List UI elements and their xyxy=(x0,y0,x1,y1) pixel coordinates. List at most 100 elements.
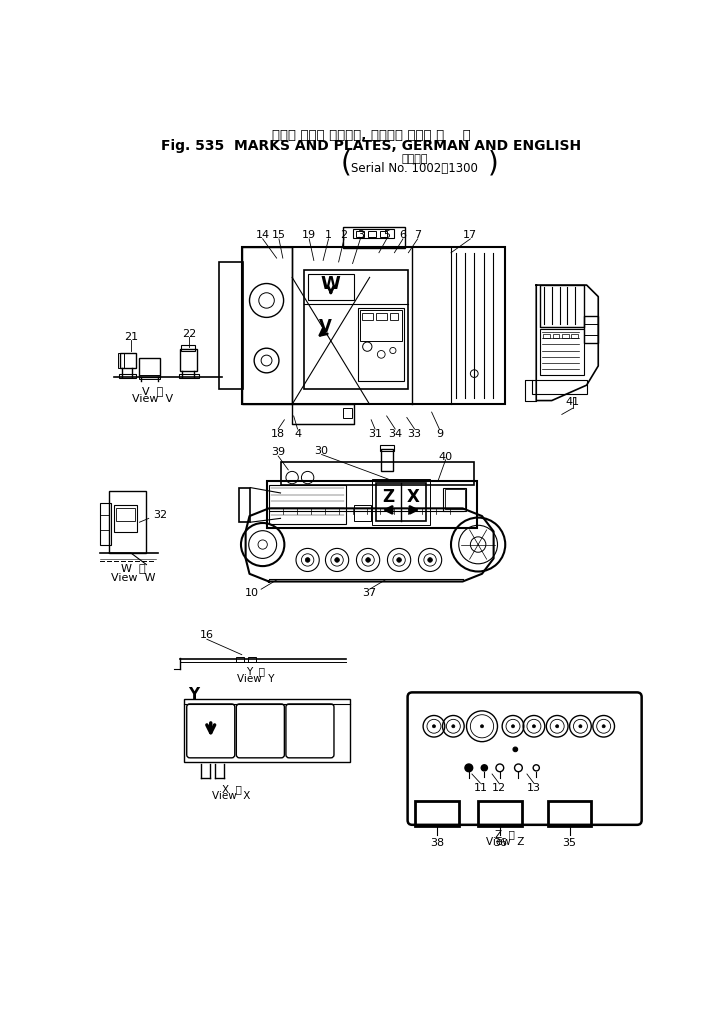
Bar xyxy=(307,273,354,300)
Text: 13: 13 xyxy=(527,783,541,793)
Circle shape xyxy=(513,747,518,751)
Circle shape xyxy=(602,725,605,728)
Bar xyxy=(380,445,394,451)
Bar xyxy=(376,313,386,321)
Circle shape xyxy=(365,557,370,562)
Bar xyxy=(571,333,578,338)
Bar xyxy=(116,508,135,521)
Circle shape xyxy=(335,557,339,562)
Bar xyxy=(281,463,474,485)
Text: 4: 4 xyxy=(294,429,301,439)
Bar xyxy=(358,308,405,381)
Bar xyxy=(183,699,350,763)
Text: 1: 1 xyxy=(325,230,332,240)
Bar xyxy=(376,483,426,521)
Bar xyxy=(443,487,466,511)
Circle shape xyxy=(465,764,473,772)
Bar xyxy=(181,345,195,352)
Text: 12: 12 xyxy=(492,783,506,793)
Text: Fig. 535  MARKS AND PLATES, GERMAN AND ENGLISH: Fig. 535 MARKS AND PLATES, GERMAN AND EN… xyxy=(161,140,581,153)
Bar xyxy=(120,353,136,368)
Text: 31: 31 xyxy=(368,429,382,439)
Text: 17: 17 xyxy=(463,230,478,240)
Circle shape xyxy=(432,725,436,728)
Text: X  視: X 視 xyxy=(222,784,241,795)
Text: 39: 39 xyxy=(271,447,285,457)
Text: V: V xyxy=(319,319,332,336)
Text: 7: 7 xyxy=(414,230,421,240)
Bar xyxy=(342,408,352,417)
Bar xyxy=(292,404,354,424)
Bar xyxy=(118,373,136,378)
Bar xyxy=(342,227,405,248)
Text: 適用号機: 適用号機 xyxy=(402,154,428,163)
Text: 5: 5 xyxy=(384,230,390,240)
Circle shape xyxy=(452,725,455,728)
Text: 38: 38 xyxy=(430,838,444,847)
Text: View  Z: View Z xyxy=(486,837,524,847)
Bar xyxy=(381,449,393,471)
Bar xyxy=(117,353,124,368)
Text: 40: 40 xyxy=(439,451,452,462)
Bar xyxy=(362,313,373,321)
Text: X: X xyxy=(407,488,420,506)
Text: W  視: W 視 xyxy=(121,563,146,574)
Bar xyxy=(100,503,111,545)
Text: 22: 22 xyxy=(182,329,196,338)
Text: View  X: View X xyxy=(212,792,251,802)
Text: 19: 19 xyxy=(302,230,316,240)
Bar xyxy=(354,505,371,521)
Bar xyxy=(543,333,550,338)
Bar xyxy=(138,375,160,379)
Text: Y  視: Y 視 xyxy=(247,666,265,676)
Bar xyxy=(445,489,465,509)
Bar xyxy=(552,333,560,338)
Circle shape xyxy=(511,725,515,728)
Bar xyxy=(304,269,408,389)
Text: 21: 21 xyxy=(124,332,138,341)
Text: Y: Y xyxy=(188,687,199,702)
Bar xyxy=(248,657,256,662)
Bar xyxy=(390,313,397,321)
Text: 2: 2 xyxy=(341,230,347,240)
Text: 35: 35 xyxy=(563,838,576,847)
Text: マーク および プレート, ドイツ語 および 英    語: マーク および プレート, ドイツ語 および 英 語 xyxy=(272,130,471,142)
Text: W: W xyxy=(321,274,341,293)
Text: 15: 15 xyxy=(272,230,286,240)
Text: 14: 14 xyxy=(256,230,270,240)
Bar xyxy=(372,479,430,525)
Text: 6: 6 xyxy=(399,230,407,240)
Text: 36: 36 xyxy=(493,838,507,847)
Text: V  視: V 視 xyxy=(142,386,163,396)
Text: 11: 11 xyxy=(473,783,487,793)
Text: 10: 10 xyxy=(245,588,259,598)
Bar xyxy=(241,247,505,404)
Circle shape xyxy=(305,557,310,562)
Bar xyxy=(268,481,476,527)
Circle shape xyxy=(579,725,582,728)
Circle shape xyxy=(555,725,559,728)
Text: 33: 33 xyxy=(407,429,421,439)
Bar xyxy=(352,229,394,238)
Bar xyxy=(218,262,244,389)
Text: 18: 18 xyxy=(271,429,285,439)
Text: 41: 41 xyxy=(566,397,580,407)
Text: 32: 32 xyxy=(153,510,167,519)
Bar xyxy=(179,373,199,378)
Text: 16: 16 xyxy=(200,630,214,640)
Bar xyxy=(548,801,592,825)
Bar xyxy=(360,310,402,341)
Bar xyxy=(241,247,292,404)
Text: Z: Z xyxy=(382,488,394,506)
Text: 30: 30 xyxy=(315,445,328,455)
Text: ): ) xyxy=(488,149,499,178)
Bar xyxy=(380,231,387,237)
Text: 3: 3 xyxy=(357,230,364,240)
Text: View  W: View W xyxy=(111,573,155,583)
Circle shape xyxy=(481,725,484,728)
Bar xyxy=(114,506,137,533)
Circle shape xyxy=(397,557,402,562)
Text: Serial No. 1002～1300: Serial No. 1002～1300 xyxy=(351,161,478,175)
Bar xyxy=(540,329,584,375)
Bar xyxy=(368,231,376,237)
